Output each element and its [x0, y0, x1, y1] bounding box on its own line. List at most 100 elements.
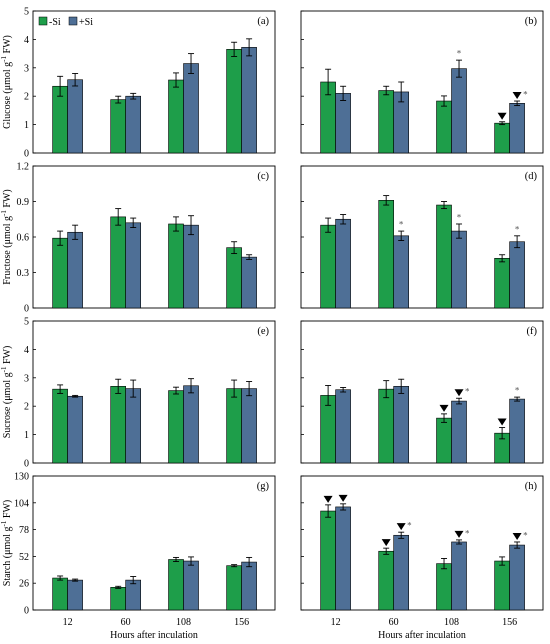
y-tick-label: 5: [24, 7, 29, 18]
bar-plus-si: [125, 579, 141, 611]
y-tick-label: 26: [19, 579, 29, 590]
significance-asterisk: *: [515, 386, 520, 396]
bar-minus-si: [436, 417, 452, 464]
panel-label: (e): [257, 326, 269, 337]
bar-minus-si: [52, 237, 68, 309]
significance-asterisk: *: [457, 49, 462, 59]
y-tick-label: 0.3: [17, 268, 30, 279]
y-tick-label: 1: [24, 120, 29, 131]
down-triangle-marker: [512, 92, 522, 100]
panel-label: (a): [257, 16, 269, 27]
bar-minus-si: [110, 216, 126, 309]
x-tick-label: 60: [121, 617, 131, 628]
bar-plus-si: [67, 579, 83, 611]
bar-minus-si: [436, 563, 452, 611]
bar-plus-si: [393, 235, 409, 309]
y-tick-label: 4: [24, 35, 29, 46]
plot-frame: [300, 475, 544, 611]
significance-asterisk: *: [523, 530, 528, 540]
y-tick-label: 0: [24, 459, 29, 470]
significance-asterisk: *: [465, 387, 470, 397]
panel-c: 0 0.3 0.6 0.9 1.2 (c) Fructose (μmol g-1 FW): [0, 162, 276, 315]
bar-minus-si: [320, 510, 336, 611]
bar-plus-si: [509, 398, 525, 464]
y-tick-label: 78: [19, 525, 29, 536]
bar-plus-si: [335, 389, 351, 464]
bar-plus-si: [509, 241, 525, 309]
bar-plus-si: [451, 541, 467, 611]
y-tick-label: 2: [24, 92, 29, 103]
significance-asterisk: *: [457, 212, 462, 222]
bar-plus-si: [335, 506, 351, 611]
bar-plus-si: [241, 256, 257, 309]
bar-plus-si: [183, 560, 199, 611]
bar-minus-si: [52, 577, 68, 611]
bar-minus-si: [168, 223, 184, 309]
y-tick-label: 3: [24, 373, 29, 384]
y-tick-label: 2: [24, 402, 29, 413]
significance-asterisk: *: [515, 224, 520, 234]
y-tick-label: 0.9: [17, 197, 30, 208]
panel-label: (g): [257, 481, 270, 492]
y-axis-label: Starch (μmol g-1 FW): [0, 500, 13, 586]
x-axis-label: Hours after inculation: [110, 630, 198, 641]
significance-asterisk: *: [523, 90, 528, 100]
panel-e: 0 1 2 3 4 5 (e) Sucrose (μmol g-1 FW): [0, 317, 276, 470]
bar-minus-si: [110, 587, 126, 611]
bar-minus-si: [436, 204, 452, 309]
y-tick-label: 0.6: [17, 233, 30, 244]
y-tick-label: 5: [24, 317, 29, 328]
down-triangle-marker: [454, 389, 464, 397]
x-axis-label: Hours after inculation: [378, 630, 466, 641]
panel-b: (b) * *: [300, 10, 544, 154]
panel-label: (b): [525, 16, 538, 27]
plot-frame: [32, 10, 276, 154]
y-tick-label: 1: [24, 430, 29, 441]
x-tick-label: 60: [389, 617, 399, 628]
panel-label: (d): [525, 171, 538, 182]
bar-plus-si: [67, 231, 83, 309]
down-triangle-marker: [338, 494, 348, 502]
bar-minus-si: [378, 550, 394, 611]
down-triangle-marker: [381, 539, 391, 547]
bar-minus-si: [226, 388, 242, 464]
bar-plus-si: [183, 224, 199, 309]
bar-plus-si: [451, 68, 467, 154]
bar-plus-si: [125, 95, 141, 154]
bar-minus-si: [226, 247, 242, 309]
bar-minus-si: [436, 100, 452, 154]
bar-plus-si: [393, 386, 409, 464]
y-tick-label: 130: [14, 472, 29, 483]
significance-asterisk: *: [407, 521, 412, 531]
bar-minus-si: [168, 390, 184, 464]
panel-label: (c): [257, 171, 269, 182]
legend-label-minus-si: -Si: [49, 17, 61, 28]
bar-plus-si: [451, 230, 467, 309]
plot-frame: [300, 10, 544, 154]
panel-h: (h) 12 * 60 * 108 * 156 Hours after inculation: [300, 475, 544, 641]
panel-a: 0 1 2 3 4 5 (a) Glucose (μmol g-1 FW) -Si +Si: [0, 7, 276, 160]
bar-plus-si: [393, 534, 409, 611]
bar-plus-si: [125, 222, 141, 309]
down-triangle-marker: [497, 112, 507, 120]
bar-minus-si: [226, 565, 242, 611]
bar-minus-si: [378, 388, 394, 464]
y-axis-label: Fructose (μmol g-1 FW): [0, 189, 13, 284]
plot-frame: [32, 320, 276, 464]
bar-plus-si: [241, 388, 257, 464]
panel-d: (d) * * *: [300, 165, 544, 309]
x-tick-label: 12: [331, 617, 341, 628]
x-tick-label: 108: [176, 617, 191, 628]
x-tick-label: 12: [63, 617, 73, 628]
x-tick-label: 156: [234, 617, 249, 628]
y-tick-label: 104: [14, 498, 29, 509]
panel-label: (f): [527, 326, 538, 337]
significance-asterisk: *: [465, 528, 470, 538]
x-tick-label: 156: [502, 617, 517, 628]
bar-minus-si: [494, 257, 510, 309]
bar-plus-si: [183, 63, 199, 154]
y-axis-label: Glucose (μmol g-1 FW): [0, 35, 13, 129]
down-triangle-marker: [323, 495, 333, 503]
down-triangle-marker: [396, 523, 406, 531]
bar-minus-si: [110, 386, 126, 464]
